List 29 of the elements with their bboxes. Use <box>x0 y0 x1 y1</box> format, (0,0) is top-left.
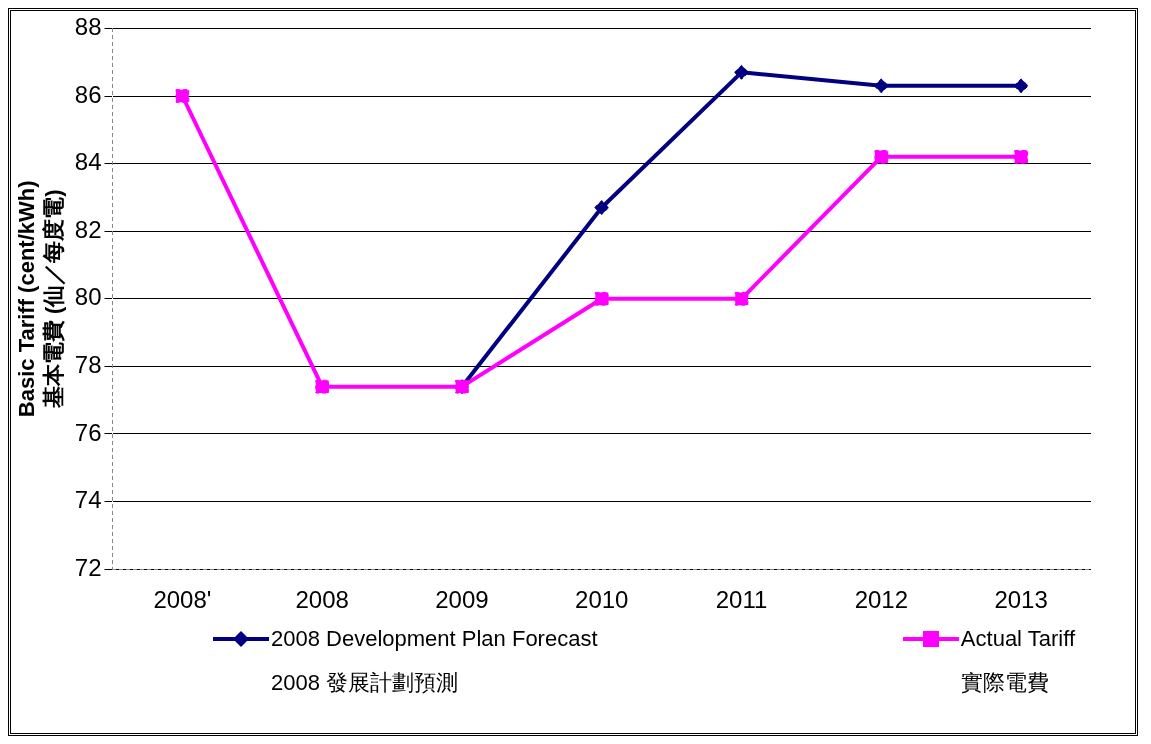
x-tick-label: 2010 <box>575 586 629 614</box>
legend-label: Actual Tariff 實際電費 <box>960 625 1075 697</box>
y-tick-label: 80 <box>74 283 102 311</box>
point <box>175 89 190 103</box>
point <box>1014 149 1028 164</box>
y-tick-label: 82 <box>74 215 102 243</box>
x-tick-label: 2009 <box>435 586 489 614</box>
point <box>594 200 610 216</box>
y-tick-label: 88 <box>74 13 102 41</box>
point <box>594 291 609 306</box>
point <box>874 149 889 164</box>
point <box>1013 78 1029 94</box>
y-tick-label: 86 <box>74 80 102 108</box>
y-axis-title: Basic Tariff (cent/kWh) 基本電費 (仙／每度電) <box>14 180 66 418</box>
point <box>734 64 750 80</box>
point <box>315 379 330 394</box>
x-tick-label: 2012 <box>854 586 909 614</box>
x-tick-label: 2013 <box>994 586 1048 614</box>
y-tick-label: 84 <box>74 148 102 176</box>
y-tick-label: 78 <box>74 351 102 379</box>
y-tick-label: 72 <box>74 553 102 581</box>
point <box>873 78 889 94</box>
legend-label: 2008 Development Plan Forecast 2008 發展計劃預測 <box>271 625 598 697</box>
y-tick-label: 74 <box>74 486 102 514</box>
x-tick-label: 2008' <box>153 586 212 614</box>
x-tick-label: 2011 <box>715 586 768 614</box>
point <box>734 291 749 306</box>
x-tick-label: 2008 <box>295 586 349 614</box>
y-tick-label: 76 <box>74 418 102 446</box>
